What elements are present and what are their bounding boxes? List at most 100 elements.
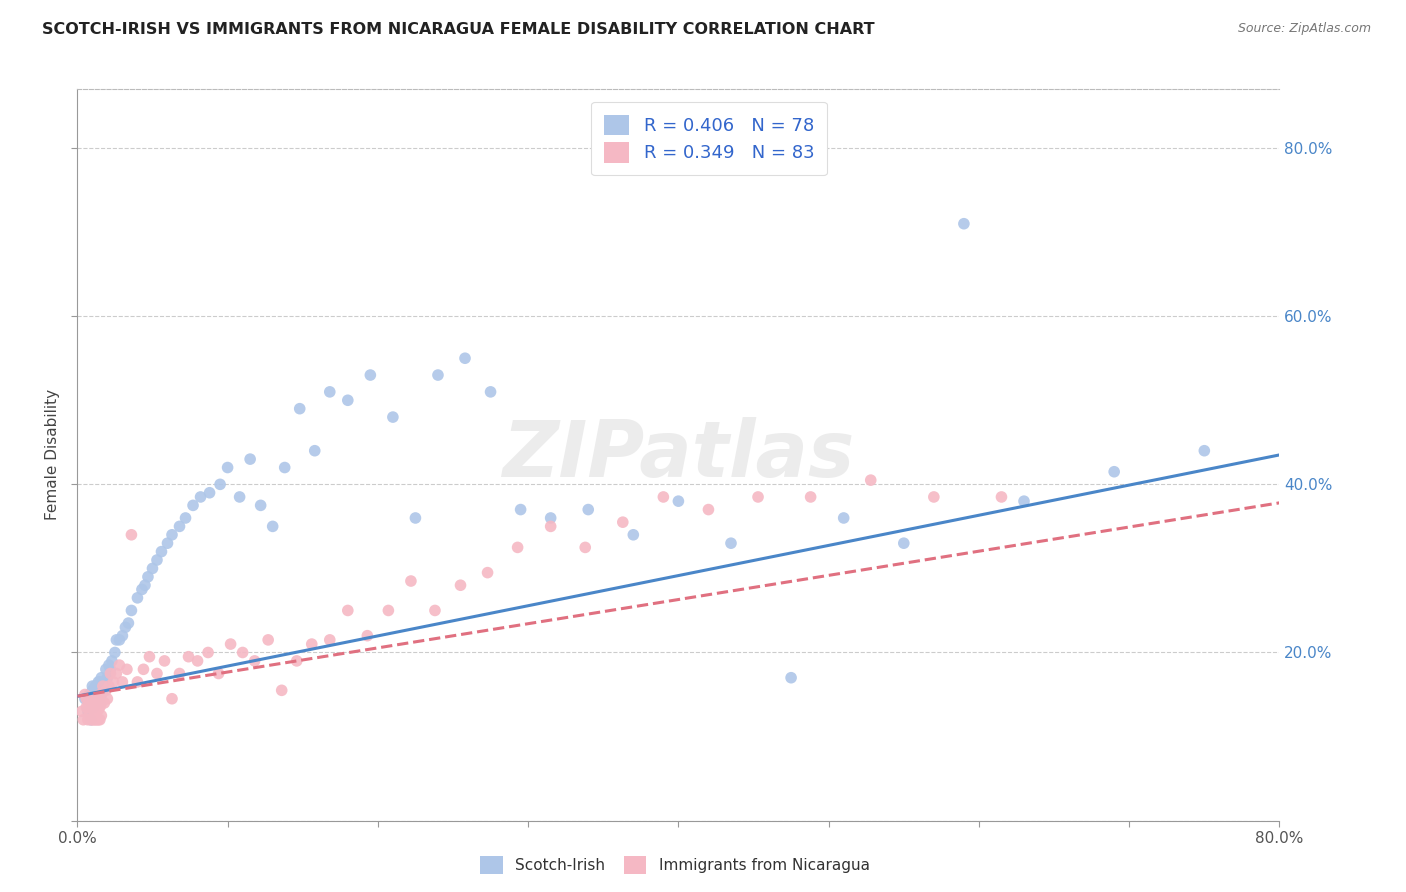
Point: [506, 541, 529, 555]
Point: [86, 704, 108, 718]
Point: [84, 696, 107, 710]
Point: [73, 688, 96, 702]
Point: [83, 700, 105, 714]
Point: [80, 713, 103, 727]
Point: [80, 691, 103, 706]
Point: [89, 688, 111, 702]
Point: [132, 662, 155, 676]
Y-axis label: Female Disability: Female Disability: [45, 389, 60, 521]
Point: [136, 570, 159, 584]
Point: [105, 632, 128, 647]
Point: [82, 700, 104, 714]
Point: [381, 410, 404, 425]
Point: [120, 528, 142, 542]
Point: [990, 490, 1012, 504]
Point: [190, 490, 212, 504]
Point: [404, 511, 426, 525]
Point: [1194, 443, 1216, 458]
Point: [922, 490, 945, 504]
Point: [668, 494, 690, 508]
Point: [104, 645, 127, 659]
Point: [91, 679, 114, 693]
Point: [72, 713, 94, 727]
Point: [859, 473, 882, 487]
Point: [540, 511, 562, 525]
Point: [90, 688, 112, 702]
Point: [138, 649, 160, 664]
Point: [153, 654, 176, 668]
Point: [86, 713, 108, 727]
Point: [83, 704, 105, 718]
Point: [262, 519, 284, 533]
Point: [450, 578, 472, 592]
Point: [117, 616, 139, 631]
Point: [76, 713, 98, 727]
Point: [89, 696, 111, 710]
Point: [79, 691, 101, 706]
Point: [75, 691, 97, 706]
Point: [304, 443, 326, 458]
Point: [454, 351, 477, 366]
Point: [257, 632, 280, 647]
Point: [893, 536, 915, 550]
Point: [427, 368, 450, 382]
Point: [89, 688, 111, 702]
Point: [207, 666, 229, 681]
Point: [80, 700, 103, 714]
Point: [105, 666, 128, 681]
Point: [720, 536, 742, 550]
Point: [103, 674, 125, 689]
Point: [83, 691, 105, 706]
Point: [87, 674, 110, 689]
Point: [336, 603, 359, 617]
Point: [82, 691, 104, 706]
Point: [359, 368, 381, 382]
Point: [79, 708, 101, 723]
Point: [181, 499, 204, 513]
Point: [87, 691, 110, 706]
Point: [127, 674, 149, 689]
Point: [477, 566, 499, 580]
Point: [1102, 465, 1125, 479]
Point: [134, 578, 156, 592]
Point: [319, 384, 342, 399]
Point: [232, 645, 254, 659]
Text: ZIPatlas: ZIPatlas: [502, 417, 855, 493]
Point: [273, 460, 295, 475]
Point: [114, 620, 136, 634]
Point: [270, 683, 292, 698]
Point: [87, 713, 110, 727]
Point: [97, 679, 120, 693]
Point: [800, 490, 823, 504]
Point: [747, 490, 769, 504]
Point: [96, 691, 118, 706]
Point: [84, 691, 107, 706]
Point: [131, 582, 153, 597]
Legend: R = 0.406   N = 78, R = 0.349   N = 83: R = 0.406 N = 78, R = 0.349 N = 83: [592, 102, 827, 175]
Point: [97, 658, 120, 673]
Point: [301, 637, 323, 651]
Point: [75, 700, 97, 714]
Point: [84, 679, 107, 693]
Point: [84, 713, 107, 727]
Point: [86, 691, 108, 706]
Point: [169, 666, 191, 681]
Point: [111, 674, 134, 689]
Point: [100, 666, 122, 681]
Point: [87, 691, 110, 706]
Point: [79, 700, 101, 714]
Point: [540, 519, 562, 533]
Point: [73, 691, 96, 706]
Point: [94, 662, 117, 676]
Point: [399, 574, 422, 588]
Point: [150, 544, 173, 558]
Point: [146, 666, 169, 681]
Point: [120, 603, 142, 617]
Point: [93, 674, 115, 689]
Point: [197, 645, 219, 659]
Point: [127, 591, 149, 605]
Point: [82, 679, 104, 693]
Point: [84, 704, 107, 718]
Point: [832, 511, 855, 525]
Point: [89, 674, 111, 689]
